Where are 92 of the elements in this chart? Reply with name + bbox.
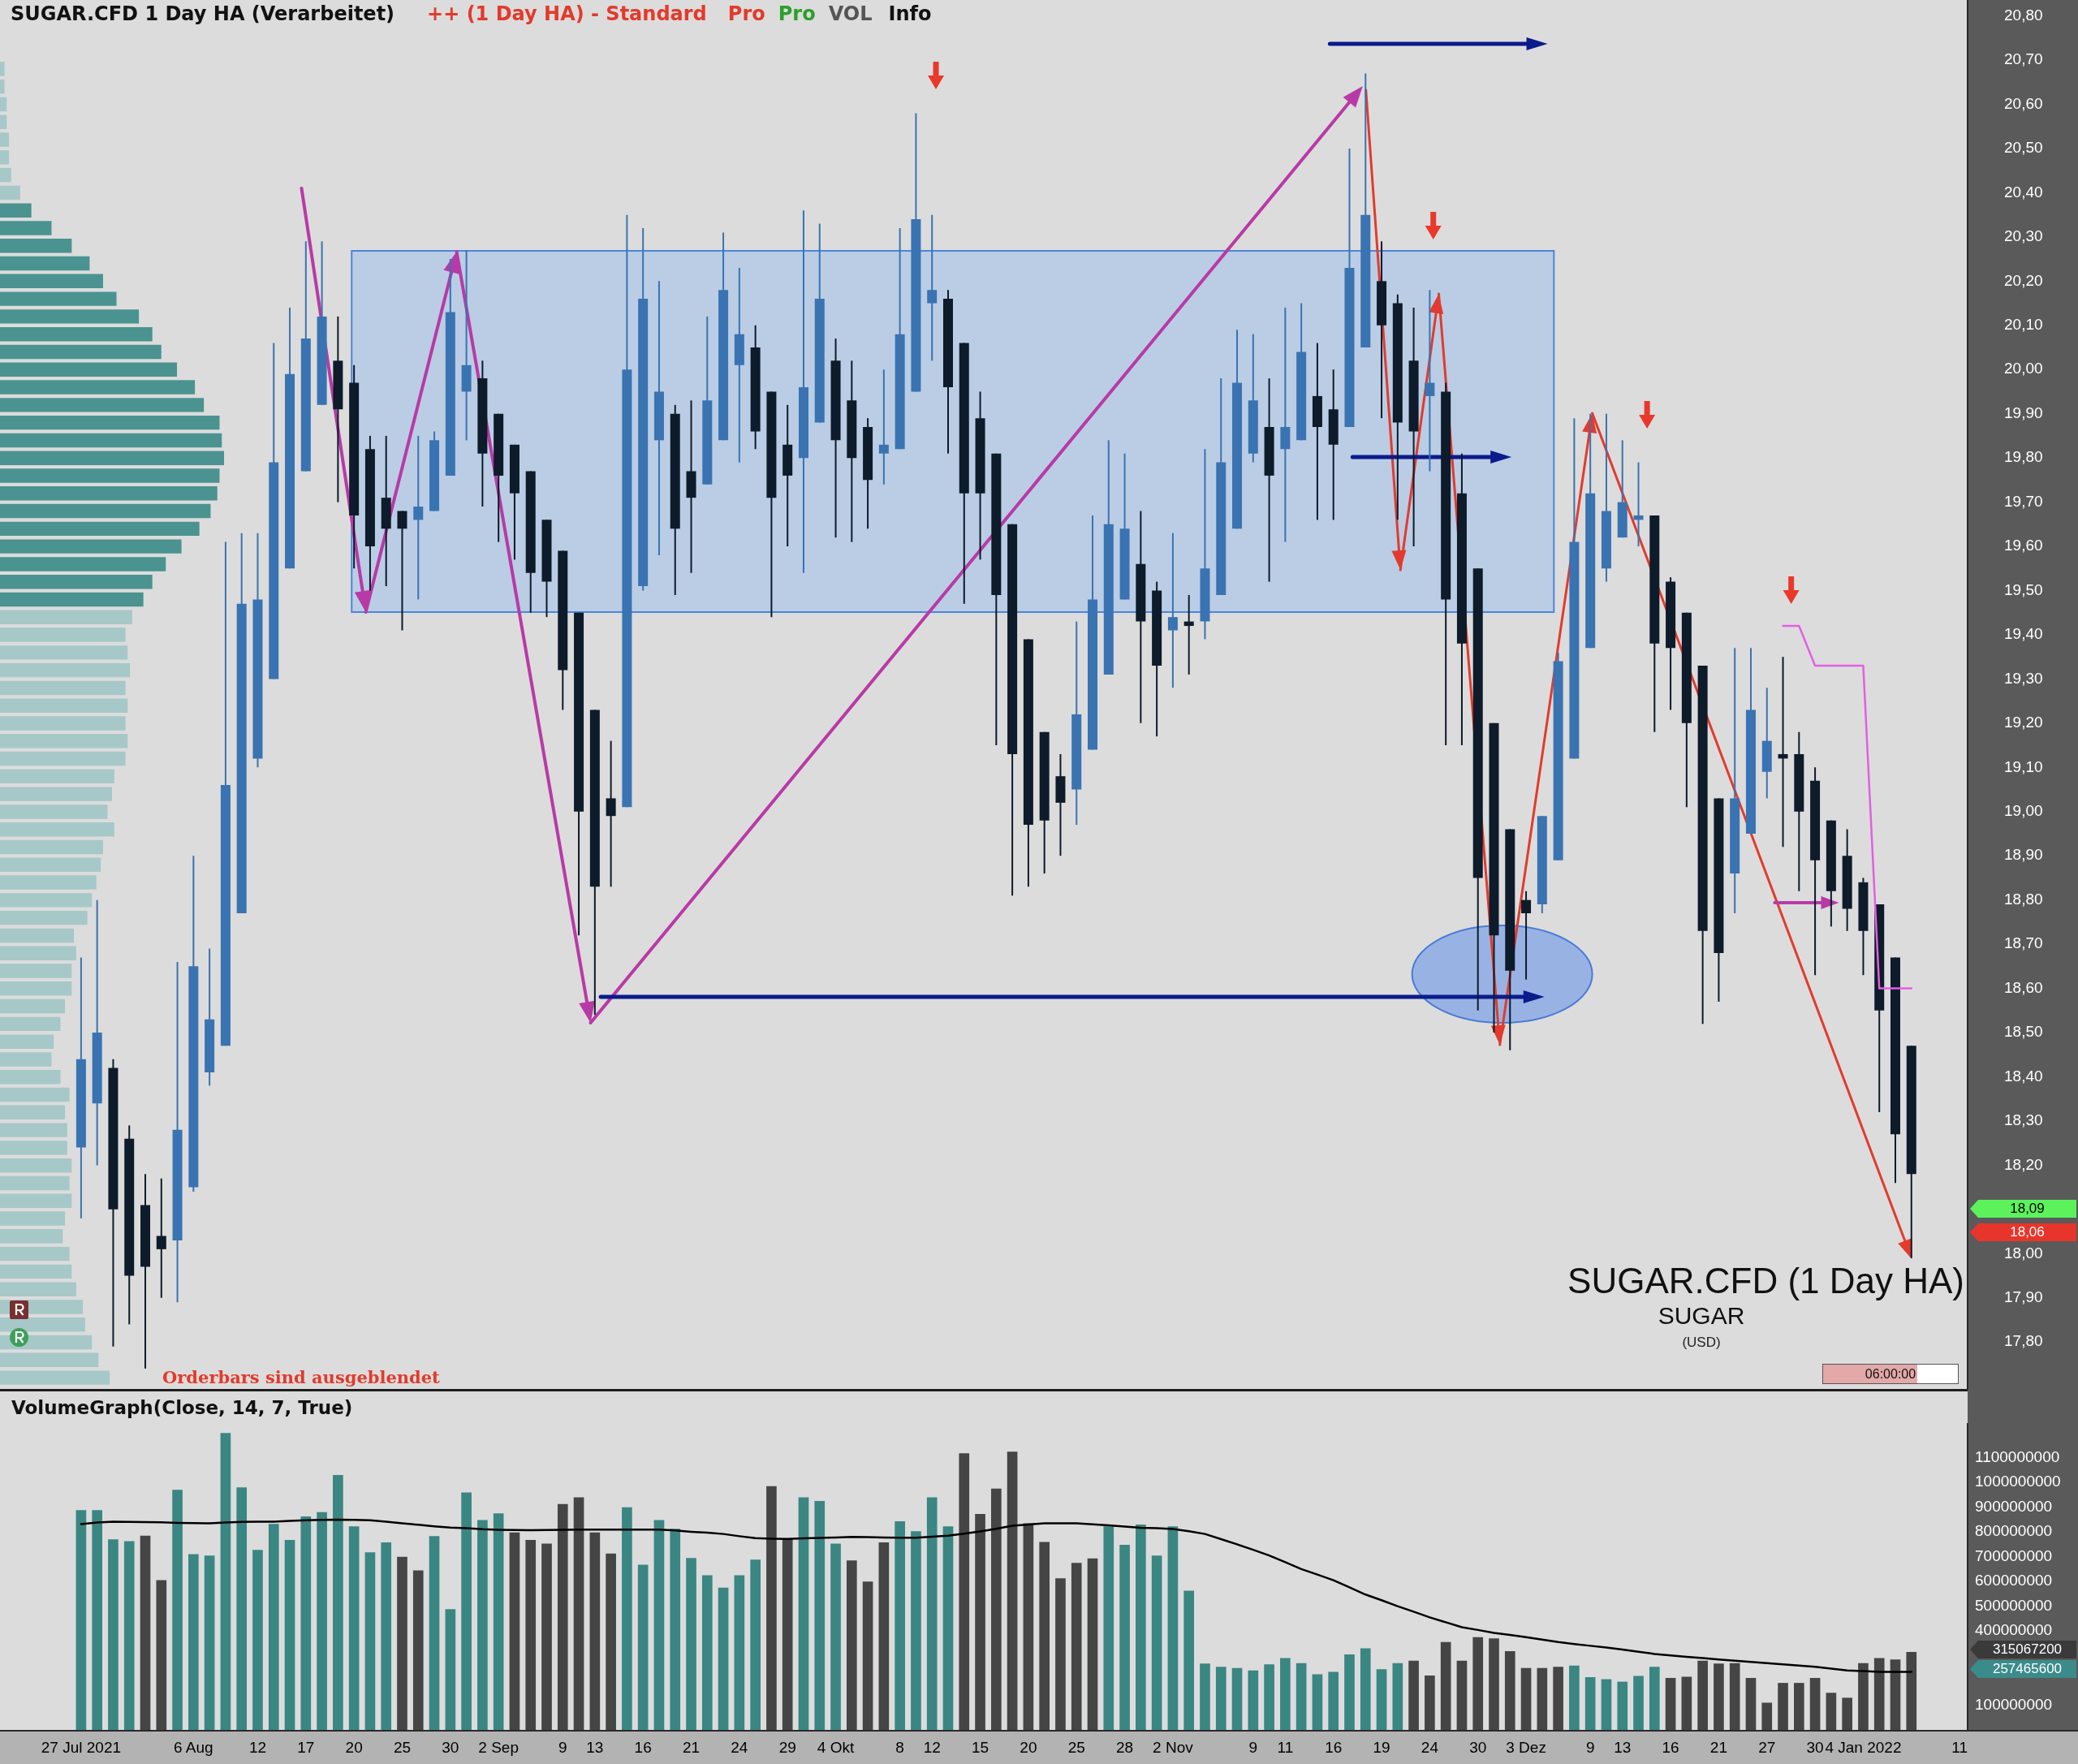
y-tick-label: 18,20	[2004, 1155, 2043, 1173]
annotation: SUGAR.CFD (1 Day HA)	[1567, 1261, 1964, 1301]
x-tick-label: 9	[558, 1738, 567, 1756]
x-tick-label: 2 Nov	[1153, 1738, 1194, 1756]
x-tick-label: 3 Dez	[1506, 1738, 1546, 1756]
x-tick-label: 15	[971, 1738, 989, 1756]
y-tick-label: 17,90	[2004, 1287, 2043, 1305]
x-tick-label: 21	[682, 1738, 701, 1756]
y-tick-label: 19,80	[2004, 448, 2043, 466]
x-tick-label: 24	[1421, 1738, 1439, 1756]
x-tick-label: 20	[1020, 1738, 1037, 1756]
x-tick-label: 30	[1806, 1738, 1824, 1756]
x-tick-label: 4 Jan 2022	[1825, 1738, 1902, 1756]
x-tick-label: 25	[1067, 1738, 1085, 1756]
y-tick-label: 18,60	[2004, 978, 2043, 996]
y-tick-label: 19,90	[2004, 403, 2043, 421]
y-tick-label: 18,80	[2004, 890, 2043, 908]
y-tick-label: 19,00	[2004, 801, 2043, 819]
x-tick-label: 30	[442, 1738, 459, 1756]
y-tick-label: 500000000	[1975, 1596, 2053, 1614]
text: 315067200	[1992, 1641, 2063, 1658]
y-tick-label: 20,20	[2004, 271, 2043, 289]
chart-title: SUGAR.CFD 1 Day HA (Verarbeitet)	[11, 2, 395, 25]
x-tick-label: 30	[1469, 1738, 1487, 1756]
y-tick-label: 600000000	[1975, 1572, 2053, 1589]
x-tick-label: 27 Jul 2021	[41, 1738, 122, 1756]
y-tick-label: 1100000000	[1975, 1447, 2060, 1465]
y-tick-label: 19,10	[2004, 757, 2043, 775]
x-tick-label: 16	[1325, 1738, 1343, 1756]
x-tick-label: 13	[586, 1738, 604, 1756]
y-tick-label: 20,00	[2004, 360, 2043, 377]
x-tick-label: 27	[1758, 1738, 1776, 1756]
y-tick-label: 20,70	[2004, 50, 2043, 68]
y-tick-label: 19,40	[2004, 625, 2043, 643]
annotation: ++ (1 Day HA) - Standard	[427, 2, 707, 25]
x-tick-label: 20	[345, 1738, 363, 1756]
x-tick-label: 12	[248, 1738, 267, 1756]
annotation: Pro	[778, 2, 816, 25]
y-tick-label: 18,30	[2004, 1111, 2043, 1129]
x-tick-label: 11	[1951, 1738, 1968, 1756]
x-tick-label: 12	[923, 1738, 941, 1756]
chart-title: VolumeGraph(Close, 14, 7, True)	[11, 1397, 353, 1418]
y-tick-label: 20,60	[2004, 94, 2043, 112]
y-tick-label: 17,80	[2004, 1332, 2043, 1350]
x-tick-label: 8	[895, 1738, 904, 1756]
x-tick-label: 13	[1614, 1738, 1632, 1756]
x-tick-label: 17	[297, 1738, 315, 1756]
text: 257465600	[1992, 1661, 2063, 1677]
y-tick-label: 400000000	[1975, 1621, 2053, 1639]
y-tick-label: 20,40	[2004, 183, 2043, 201]
annotation: 06:00:00	[1865, 1366, 1916, 1382]
y-tick-label: 18,00	[2004, 1244, 2043, 1262]
text: 18,06	[2010, 1224, 2045, 1240]
y-tick-label: 19,50	[2004, 580, 2043, 598]
x-tick-label: 11	[1277, 1738, 1294, 1756]
x-tick-label: 24	[731, 1738, 748, 1756]
y-tick-label: 1000000000	[1975, 1473, 2061, 1490]
x-tick-label: 9	[1248, 1738, 1258, 1756]
y-tick-label: 800000000	[1975, 1522, 2053, 1540]
y-tick-label: 18,50	[2004, 1023, 2043, 1041]
text: 18,09	[2010, 1201, 2045, 1217]
x-tick-label: 19	[1373, 1738, 1390, 1756]
annotation: VOL	[828, 2, 873, 25]
x-tick-label: 25	[393, 1738, 412, 1756]
y-tick-label: 18,90	[2004, 846, 2043, 864]
y-tick-label: 20,30	[2004, 227, 2043, 245]
x-tick-label: 28	[1116, 1738, 1134, 1756]
x-tick-label: 4 Okt	[817, 1738, 855, 1756]
y-tick-label: 700000000	[1975, 1546, 2053, 1564]
y-tick-label: 20,50	[2004, 139, 2043, 157]
y-tick-label: 19,70	[2004, 492, 2043, 510]
annotation: (USD)	[1682, 1335, 1721, 1351]
y-tick-label: 20,10	[2004, 316, 2043, 334]
y-tick-label: 19,20	[2004, 714, 2043, 731]
y-tick-label: 19,30	[2004, 669, 2043, 687]
annotation: Pro	[727, 2, 765, 25]
x-tick-label: 6 Aug	[174, 1738, 213, 1756]
x-tick-label: 21	[1709, 1738, 1727, 1756]
annotation: Info	[888, 2, 932, 25]
annotation: SUGAR	[1658, 1302, 1745, 1330]
y-tick-label: 19,60	[2004, 537, 2043, 554]
x-tick-label: 2 Sep	[478, 1738, 519, 1756]
x-tick-label: 16	[634, 1738, 652, 1756]
y-tick-label: 100000000	[1975, 1695, 2053, 1713]
x-tick-label: 9	[1585, 1738, 1595, 1756]
y-tick-label: 900000000	[1975, 1497, 2053, 1515]
x-tick-label: 16	[1662, 1738, 1679, 1756]
y-tick-label: 18,70	[2004, 934, 2043, 952]
y-tick-label: 18,40	[2004, 1067, 2043, 1085]
x-tick-label: 29	[778, 1738, 796, 1756]
annotation: Orderbars sind ausgeblendet	[162, 1367, 440, 1387]
y-tick-label: 20,80	[2004, 6, 2043, 24]
